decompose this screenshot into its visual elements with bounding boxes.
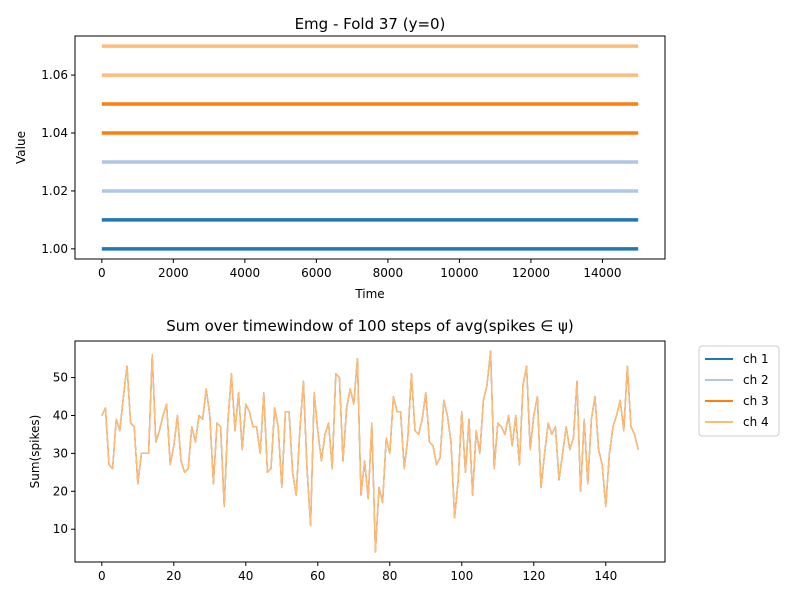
x-axis-ticks: 0 20 40 60 80 100 120 140 [98,562,617,583]
y-tick-label: 10 [53,522,68,536]
chart-title: Emg - Fold 37 (y=0) [295,15,446,33]
y-tick-label: 30 [53,446,68,460]
chart-title: Sum over timewindow of 100 steps of avg(… [166,317,574,335]
y-axis-label: Value [14,131,28,164]
x-tick-label: 140 [594,569,617,583]
x-tick-label: 4000 [230,266,261,280]
series-lines [101,350,639,553]
x-tick-label: 14000 [583,266,621,280]
plot-frame [74,35,666,260]
legend-label: ch 4 [743,415,769,429]
y-axis-ticks: 1.00 1.02 1.04 1.06 [41,68,75,256]
x-tick-label: 0 [98,569,106,583]
x-axis-label: Time [354,287,384,301]
y-tick-label: 40 [53,408,68,422]
legend-label: ch 3 [743,394,769,408]
legend-label: ch 2 [743,373,769,387]
x-tick-label: 0 [98,266,106,280]
x-tick-label: 100 [450,569,473,583]
legend-items: ch 1 ch 2 ch 3 ch 4 [705,352,769,429]
y-tick-label: 1.06 [41,68,68,82]
x-tick-label: 12000 [512,266,550,280]
y-tick-label: 50 [53,371,68,385]
y-tick-label: 1.04 [41,126,68,140]
series-line-ch-4 [101,350,639,553]
y-tick-label: 1.00 [41,242,68,256]
plot-frame [74,340,666,563]
legend: ch 1 ch 2 ch 3 ch 4 [698,345,780,437]
x-tick-label: 2000 [158,266,189,280]
x-tick-label: 8000 [373,266,404,280]
x-tick-label: 60 [310,569,325,583]
y-axis-label: Sum(spikes) [28,415,42,489]
y-tick-label: 20 [53,484,68,498]
emg-fold-chart: Emg - Fold 37 (y=0) 0 2000 4000 6000 8000 100… [14,15,666,301]
x-tick-label: 20 [166,569,181,583]
x-tick-label: 6000 [301,266,332,280]
x-tick-label: 40 [238,569,253,583]
x-axis-ticks: 0 2000 4000 6000 8000 10000 12000 14000 [98,259,622,280]
x-tick-label: 80 [382,569,397,583]
y-axis-ticks: 10 20 30 40 50 [53,371,75,536]
spike-sum-chart: Sum over timewindow of 100 steps of avg(… [28,317,780,583]
legend-label: ch 1 [743,352,769,366]
x-tick-label: 120 [522,569,545,583]
x-tick-label: 10000 [440,266,478,280]
legend-box [698,345,780,437]
y-tick-label: 1.02 [41,184,68,198]
series-lines [101,44,639,251]
